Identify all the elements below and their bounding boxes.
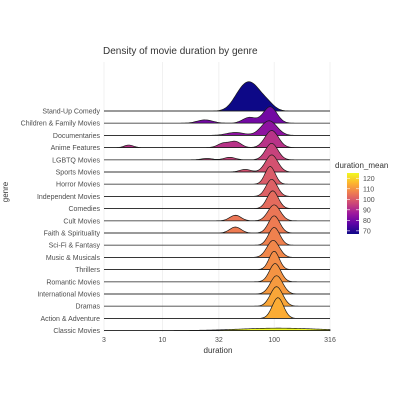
x-tick-label: 100 xyxy=(268,337,280,344)
ridge-area xyxy=(104,130,330,148)
legend-tick-label: 80 xyxy=(363,218,371,225)
y-tick-label: Stand-Up Comedy xyxy=(42,109,100,116)
y-tick-label: Romantic Movies xyxy=(46,279,100,286)
x-tick-label: 3 xyxy=(102,337,106,344)
x-tick-labels: 3 10 32 100 316 xyxy=(102,337,336,344)
ridge-sci-fi-fantasy xyxy=(104,227,330,246)
ridge-thrillers xyxy=(104,250,330,270)
legend-tick-label: 120 xyxy=(363,176,375,183)
color-legend: duration_mean 70 80 90 100 110 120 xyxy=(335,161,388,235)
y-tick-label: Comedies xyxy=(68,206,100,213)
ridge-comedies xyxy=(104,190,330,209)
ridge-area xyxy=(104,227,330,246)
ridge-area xyxy=(104,297,330,319)
ridge-action-adventure xyxy=(104,297,330,319)
y-tick-label: International Movies xyxy=(37,292,100,299)
ridge-international-movies xyxy=(104,275,330,295)
ridge-area xyxy=(104,204,330,222)
y-tick-label: Sports Movies xyxy=(56,170,101,177)
ridge-stand-up-comedy xyxy=(104,81,330,112)
y-tick-label: Action & Adventure xyxy=(40,316,100,323)
y-tick-label: Children & Family Movies xyxy=(21,121,101,128)
y-tick-label: Independent Movies xyxy=(37,194,101,201)
ridge-area xyxy=(104,190,330,209)
y-tick-label: Faith & Spirituality xyxy=(44,231,101,238)
ridge-independent-movies xyxy=(104,178,330,197)
y-tick-label: LGBTQ Movies xyxy=(52,157,100,164)
ridge-area xyxy=(104,250,330,270)
legend-ticks: 70 80 90 100 110 120 xyxy=(347,176,375,235)
ridge-faith-spirituality xyxy=(104,215,330,234)
ridge-area xyxy=(104,178,330,197)
y-tick-label: Classic Movies xyxy=(53,328,100,335)
ridge-dramas xyxy=(104,286,330,307)
y-tick-label: Dramas xyxy=(75,304,100,311)
y-tick-label: Horror Movies xyxy=(56,182,100,189)
legend-tick-label: 100 xyxy=(363,197,375,204)
grid-lines xyxy=(103,62,331,332)
ridge-anime-features xyxy=(104,130,330,148)
ridge-area xyxy=(104,263,330,283)
ridge-area xyxy=(104,166,330,185)
ridge-horror-movies xyxy=(104,166,330,185)
y-tick-label: Music & Musicals xyxy=(46,255,101,262)
y-tick-label: Cult Movies xyxy=(63,218,100,225)
chart-title: Density of movie duration by genre xyxy=(103,46,258,57)
ridge-area xyxy=(104,239,330,258)
legend-tick-label: 90 xyxy=(363,207,371,214)
legend-tick-label: 110 xyxy=(363,186,374,193)
ridge-romantic-movies xyxy=(104,263,330,283)
y-tick-label: Sci-Fi & Fantasy xyxy=(49,243,101,250)
ridge-area xyxy=(104,286,330,307)
y-axis-title: genre xyxy=(1,181,10,202)
y-tick-label: Documentaries xyxy=(53,133,101,140)
ridges xyxy=(104,81,331,331)
ridge-area xyxy=(104,215,330,234)
ridge-cult-movies xyxy=(104,204,330,222)
ridge-classic-movies xyxy=(104,327,331,331)
legend-tick-label: 70 xyxy=(363,228,371,235)
x-axis-title: duration xyxy=(204,346,233,355)
ridge-area xyxy=(104,327,331,331)
x-tick-label: 316 xyxy=(324,337,336,344)
ridge-area xyxy=(104,81,330,112)
ridge-music-musicals xyxy=(104,239,330,258)
y-tick-label: Thrillers xyxy=(75,267,100,274)
x-tick-label: 10 xyxy=(159,337,167,344)
ridge-area xyxy=(104,154,330,173)
ridge-sports-movies xyxy=(104,154,330,173)
y-tick-label: Anime Features xyxy=(51,145,101,152)
legend-colorbar xyxy=(347,173,359,234)
x-tick-label: 32 xyxy=(215,337,223,344)
ridge-area xyxy=(104,275,330,295)
y-tick-labels: Stand-Up Comedy Children & Family Movies D… xyxy=(21,109,101,336)
ridge-children-family-movies xyxy=(104,106,330,124)
legend-title: duration_mean xyxy=(335,161,388,170)
ridge-area xyxy=(104,106,330,124)
